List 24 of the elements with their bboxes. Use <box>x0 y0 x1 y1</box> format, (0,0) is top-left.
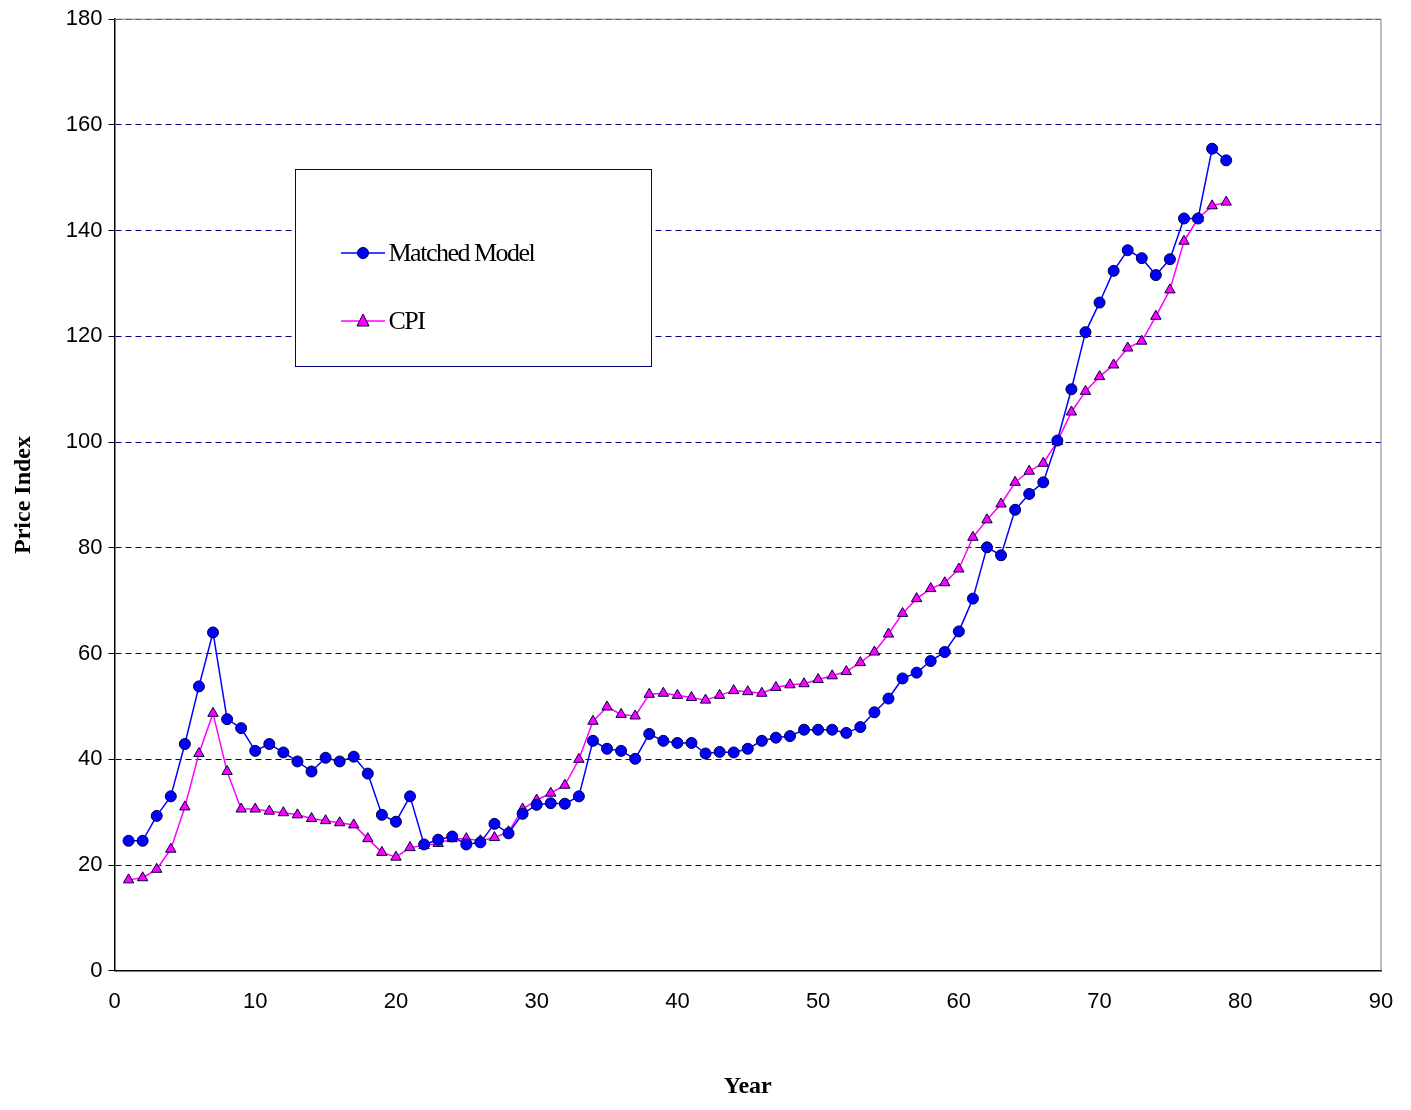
y-tick-label: 40 <box>78 745 103 771</box>
y-tick-label: 140 <box>65 216 103 242</box>
x-tick-label: 20 <box>383 988 409 1014</box>
x-tick-label: 10 <box>242 988 268 1014</box>
x-tick-label: 50 <box>805 988 831 1014</box>
y-tick-label: 160 <box>65 111 103 136</box>
y-tick-label: 120 <box>65 322 103 348</box>
y-tick-label: 180 <box>65 5 103 31</box>
x-tick-label: 40 <box>665 988 690 1014</box>
y-tick-label: 60 <box>78 639 103 665</box>
y-tick-label: 80 <box>78 533 103 559</box>
legend-label: Matched Model <box>388 238 535 269</box>
x-tick-label: 70 <box>1087 988 1112 1014</box>
x-tick-label: 80 <box>1228 988 1253 1014</box>
legend-label: CPI <box>388 306 425 337</box>
y-tick-label: 100 <box>65 428 103 454</box>
x-axis-title: Year <box>723 1071 773 1098</box>
x-tick-label: 0 <box>108 988 121 1014</box>
x-tick-label: 60 <box>946 988 972 1014</box>
y-axis-title: Price Index <box>8 436 35 554</box>
x-tick-label: 30 <box>524 988 549 1014</box>
x-tick-label: 90 <box>1368 988 1394 1014</box>
y-tick-label: 20 <box>78 851 103 877</box>
y-tick-label: 0 <box>90 956 103 982</box>
